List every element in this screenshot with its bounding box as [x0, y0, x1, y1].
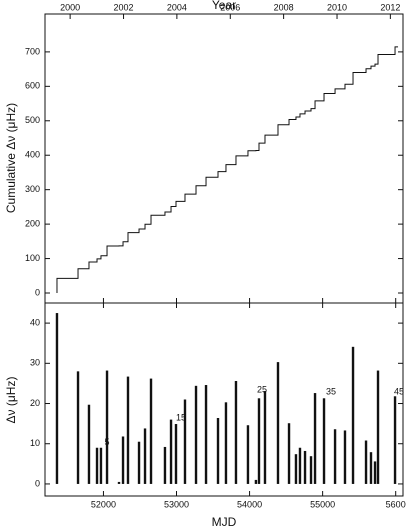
glitch-bar	[216, 417, 220, 484]
annotation: 5	[105, 437, 110, 447]
glitch-bar	[183, 399, 187, 484]
top-y-axis-label: Cumulative Δν (μHz)	[4, 103, 18, 213]
glitch-bar	[343, 430, 347, 484]
y-tick-label: 10	[30, 438, 40, 448]
glitch-bar	[99, 447, 103, 484]
y-tick-label: 0	[35, 287, 40, 297]
glitch-bar	[294, 454, 298, 484]
y-tick-label: 30	[30, 358, 40, 368]
y-tick-label: 200	[25, 218, 40, 228]
x-tick-label: 2012	[380, 2, 400, 12]
glitch-bar	[137, 441, 141, 484]
x-tick-label: 2000	[60, 2, 80, 12]
glitch-bar	[55, 313, 59, 484]
x-tick-label: 54000	[237, 499, 262, 509]
glitch-bar	[76, 371, 80, 484]
glitch-bar	[287, 423, 291, 484]
glitch-bar	[369, 452, 373, 484]
y-tick-label: 300	[25, 184, 40, 194]
glitch-bar	[143, 428, 147, 484]
annotation: 35	[326, 387, 336, 397]
glitch-bar	[333, 429, 337, 484]
glitch-bar	[364, 440, 368, 484]
y-tick-label: 400	[25, 150, 40, 160]
x-tick-label: 2008	[274, 2, 294, 12]
annotation: 45	[394, 387, 404, 397]
y-tick-label: 700	[25, 46, 40, 56]
annotation: 25	[257, 385, 267, 395]
x-tick-label: 5600	[386, 499, 406, 509]
glitch-bar	[95, 447, 99, 484]
glitch-bar	[163, 446, 167, 484]
glitch-bar	[105, 370, 109, 484]
glitch-bar	[393, 396, 397, 484]
glitch-bar	[376, 370, 380, 484]
x-tick-label: 2004	[167, 2, 187, 12]
y-tick-label: 100	[25, 253, 40, 263]
y-tick-label: 40	[30, 317, 40, 327]
bottom-frame	[44, 302, 404, 497]
glitch-bar	[303, 450, 307, 484]
glitch-bar	[224, 402, 228, 484]
glitch-bar	[204, 385, 208, 484]
glitch-bar	[246, 425, 250, 484]
x-tick-label: 55000	[310, 499, 335, 509]
year-axis-label: Year	[212, 0, 236, 12]
glitch-bar	[298, 447, 302, 484]
glitch-bar	[309, 456, 313, 484]
glitch-bar	[322, 398, 326, 484]
glitch-bar	[126, 376, 130, 484]
glitch-bar	[276, 362, 280, 484]
x-tick-label: 2010	[327, 2, 347, 12]
x-tick-label: 53000	[164, 499, 189, 509]
glitch-bar	[257, 398, 261, 484]
annotation: 15	[176, 412, 186, 422]
bottom-y-axis-label: Δν (μHz)	[4, 377, 18, 424]
y-tick-label: 0	[35, 478, 40, 488]
x-tick-label: 2006	[220, 2, 240, 12]
glitch-bar	[263, 391, 267, 484]
glitch-bar	[117, 481, 121, 484]
y-tick-label: 600	[25, 81, 40, 91]
glitch-bar	[194, 385, 198, 484]
glitch-bar	[351, 346, 355, 484]
cumulative-line	[56, 46, 399, 294]
x-tick-label: 52000	[91, 499, 116, 509]
glitch-bar	[234, 381, 238, 484]
glitch-bar	[313, 393, 317, 484]
x-tick-label: 2002	[114, 2, 134, 12]
y-tick-label: 500	[25, 115, 40, 125]
glitch-bar	[121, 436, 125, 484]
mjd-axis-label: MJD	[212, 515, 237, 529]
glitch-bar	[169, 419, 173, 484]
top-frame	[44, 13, 404, 304]
glitch-bar	[254, 479, 258, 484]
glitch-bar	[87, 404, 91, 484]
glitch-bar	[174, 424, 178, 484]
glitch-bar	[149, 378, 153, 484]
glitch-bar	[373, 461, 377, 484]
y-tick-label: 20	[30, 398, 40, 408]
